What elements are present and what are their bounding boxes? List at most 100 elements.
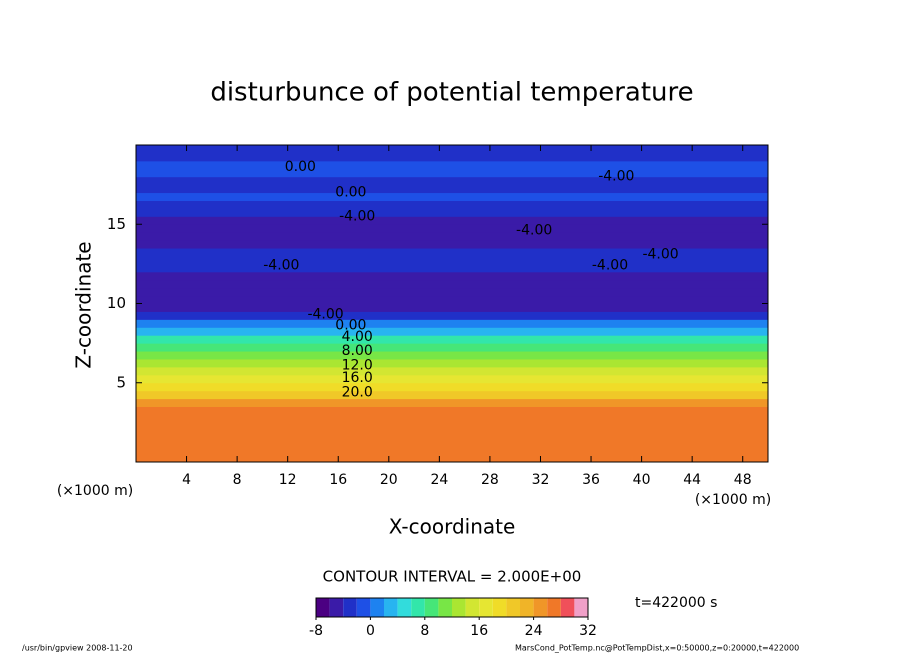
colorbar-cell	[547, 598, 561, 617]
contour-label: 8.00	[342, 343, 373, 359]
field-band	[136, 454, 768, 463]
field-band	[136, 335, 768, 344]
field-band	[136, 382, 768, 392]
x-axis-label: X-coordinate	[389, 515, 516, 539]
field-band	[136, 446, 768, 455]
field-band	[136, 287, 768, 297]
colorbar-cell	[479, 598, 493, 617]
contour-label: 4.00	[342, 329, 373, 345]
colorbar-tick-label: 0	[366, 623, 375, 639]
time-label: t=422000 s	[635, 595, 717, 611]
colorbar-cell	[533, 598, 548, 617]
colorbar-cell	[438, 598, 452, 617]
colorbar-cell	[329, 598, 344, 617]
x-tick-label: 48	[734, 472, 752, 488]
field-band	[136, 398, 768, 408]
x-tick-label: 20	[380, 472, 398, 488]
colorbar-cell	[560, 598, 575, 617]
field-band	[136, 248, 768, 257]
colorbar-cell	[506, 598, 520, 617]
x-tick-label: 12	[279, 472, 297, 488]
colorbar-cell	[356, 598, 371, 617]
x-tick-label: 8	[233, 472, 242, 488]
x-tick-label: 24	[430, 472, 448, 488]
contour-label: 0.00	[335, 318, 366, 334]
field-band	[136, 374, 768, 384]
field-band	[136, 224, 768, 233]
field-band	[136, 192, 768, 201]
x-tick-label: 4	[182, 472, 191, 488]
footer-right: MarsCond_PotTemp.nc@PotTempDist,x=0:5000…	[515, 644, 799, 653]
y-tick-label: 15	[107, 215, 126, 233]
field-band	[136, 343, 768, 352]
chart-title: disturbunce of potential temperature	[210, 78, 693, 108]
field-band	[136, 430, 768, 439]
footer-left: /usr/bin/gpview 2008-11-20	[22, 644, 133, 653]
x-unit: (×1000 m)	[695, 492, 771, 508]
colorbar-cell	[520, 598, 534, 617]
field-band	[136, 200, 768, 209]
contour-label: 12.0	[342, 357, 373, 373]
field-band	[136, 263, 768, 273]
field-band	[136, 438, 768, 447]
contour-label: -4.00	[339, 208, 375, 224]
contour-label: -4.00	[642, 246, 678, 262]
field-band	[136, 271, 768, 281]
field-band	[136, 279, 768, 289]
contour-label: -4.00	[598, 169, 634, 185]
field-band	[136, 176, 768, 186]
contour-label: -4.00	[307, 307, 343, 323]
colorbar-cell	[397, 598, 412, 617]
y-tick-label: 10	[107, 294, 126, 312]
colorbar-cell	[574, 598, 588, 617]
field-band	[136, 232, 768, 241]
field-band	[136, 216, 768, 225]
x-tick-label: 40	[633, 472, 651, 488]
colorbar-cell	[343, 598, 357, 617]
field-band	[136, 303, 768, 312]
y-unit: (×1000 m)	[57, 483, 133, 499]
colorbar-cell	[316, 598, 330, 617]
field-band	[136, 152, 768, 162]
x-tick-label: 44	[683, 472, 701, 488]
contour-label: 20.0	[342, 384, 373, 400]
y-axis-label: Z-coordinate	[72, 241, 96, 368]
colorbar-cell	[424, 598, 439, 617]
field-band	[136, 255, 768, 265]
colorbar-cell	[452, 598, 466, 617]
contour-label: 16.0	[342, 370, 373, 386]
field-band	[136, 414, 768, 423]
colorbar-frame	[315, 597, 589, 618]
field-band	[136, 208, 768, 217]
contour-label: -4.00	[592, 257, 628, 273]
colorbar-tick-label: 16	[470, 623, 488, 639]
field-band	[136, 240, 768, 249]
colorbar-tick-label: 24	[525, 623, 543, 639]
x-tick-label: 28	[481, 472, 499, 488]
colorbar-cell	[384, 598, 398, 617]
field-band	[136, 351, 768, 360]
colorbar-tick-label: 8	[420, 623, 429, 639]
field-band	[136, 327, 768, 336]
colorbar-cell	[411, 598, 425, 617]
colorbar-cell	[370, 598, 384, 617]
field-band	[136, 366, 768, 376]
field-band	[136, 422, 768, 431]
x-tick-label: 32	[532, 472, 550, 488]
contour-label: -4.00	[263, 257, 299, 273]
contour-label: -4.00	[516, 223, 552, 239]
x-tick-label: 16	[329, 472, 347, 488]
y-tick-label: 5	[116, 373, 126, 391]
field-band	[136, 319, 768, 328]
field-band	[136, 160, 768, 170]
colorbar-tick-label: 32	[579, 623, 597, 639]
field-band	[136, 390, 768, 400]
field-band	[136, 295, 768, 304]
field-band	[136, 311, 768, 320]
contour-label: 0.00	[285, 159, 316, 175]
contour-label: 0.00	[335, 185, 366, 201]
colorbar-cell	[492, 598, 507, 617]
field-band	[136, 406, 768, 415]
field-band	[136, 184, 768, 194]
